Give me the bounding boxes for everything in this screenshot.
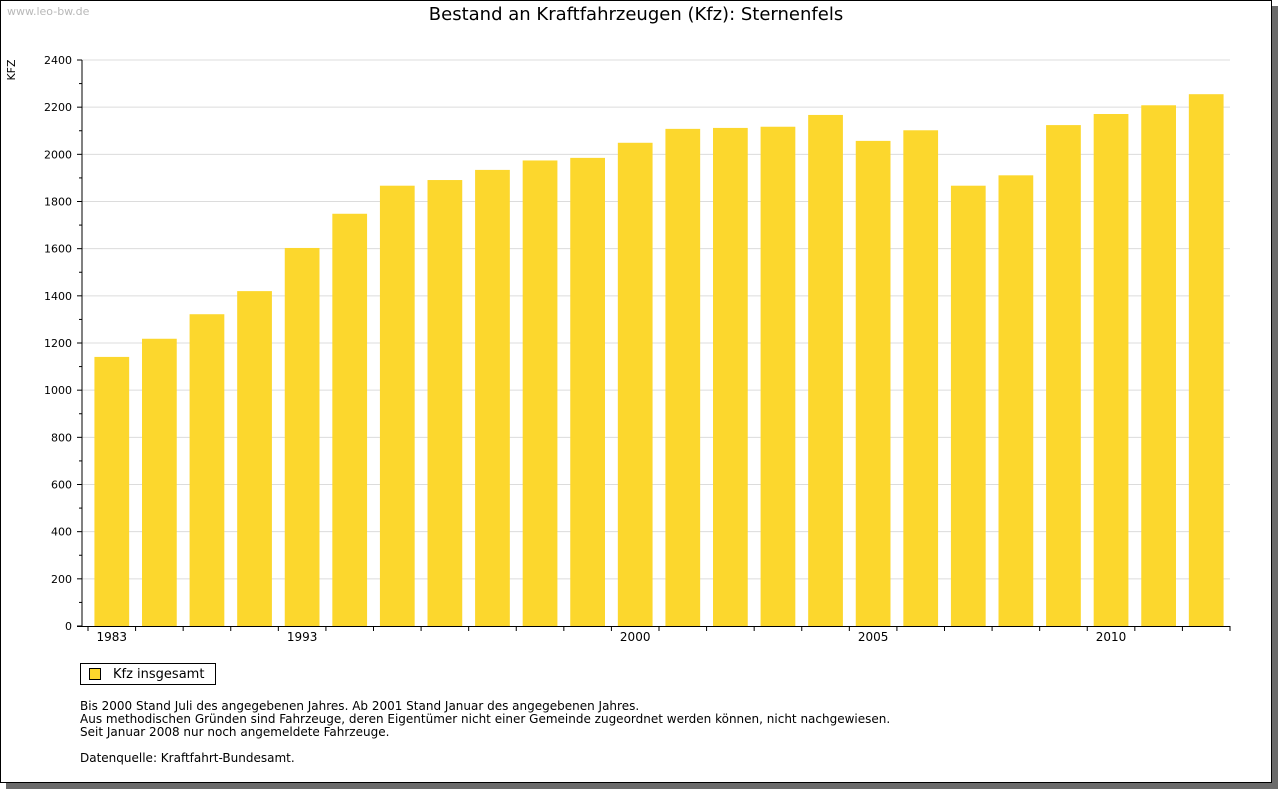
bar (1141, 105, 1176, 626)
data-source: Datenquelle: Kraftfahrt-Bundesamt. (80, 751, 295, 765)
y-tick-label: 2200 (44, 101, 72, 114)
bar (665, 128, 701, 626)
frame-shadow-bottom (6, 783, 1278, 789)
bar (1188, 94, 1224, 627)
bar (950, 185, 986, 627)
bar (570, 157, 605, 626)
chart-notes: Bis 2000 Stand Juli des angegebenen Jahr… (80, 700, 890, 765)
note-line-1: Bis 2000 Stand Juli des angegebenen Jahr… (80, 699, 640, 713)
y-tick-label: 2400 (44, 54, 72, 67)
y-tick-label: 200 (51, 573, 72, 586)
y-tick-label: 2000 (44, 148, 72, 161)
bar (808, 114, 843, 627)
bar (189, 314, 225, 626)
y-tick-label: 600 (51, 479, 72, 492)
y-tick-label: 0 (65, 620, 72, 633)
bar (855, 140, 891, 626)
bar (713, 127, 748, 627)
bar (427, 180, 463, 626)
bar (903, 130, 939, 627)
legend: Kfz insgesamt (80, 663, 216, 685)
bar (379, 185, 415, 627)
frame-shadow-right (1272, 6, 1278, 789)
note-line-3: Seit Januar 2008 nur noch angemeldete Fa… (80, 725, 390, 739)
legend-label: Kfz insgesamt (113, 666, 205, 682)
chart-title: Bestand an Kraftfahrzeugen (Kfz): Sterne… (428, 4, 844, 25)
legend-swatch (89, 668, 101, 680)
y-tick-label: 1800 (44, 196, 72, 209)
bar (998, 175, 1034, 626)
bar (1093, 114, 1129, 627)
bar (617, 142, 653, 626)
bar (475, 169, 510, 627)
bar (522, 160, 558, 626)
x-tick-label: 1993 (287, 630, 318, 644)
bar (332, 213, 368, 626)
bar (94, 356, 130, 626)
y-axis-label: KFZ (5, 59, 18, 81)
bar (142, 338, 177, 626)
x-tick-label: 2000 (620, 630, 651, 644)
y-tick-label: 400 (51, 526, 72, 539)
watermark: www.leo-bw.de (7, 5, 90, 18)
note-line-2: Aus methodischen Gründen sind Fahrzeuge,… (80, 712, 891, 726)
y-tick-label: 1600 (44, 243, 72, 256)
bar-chart: 0 200 400 600 800 1000 1200 1400 1600 1800 2000 220… (5, 54, 1231, 644)
bar (237, 291, 272, 626)
x-tick-label: 2010 (1096, 630, 1127, 644)
x-tick-label: 1983 (97, 630, 128, 644)
y-tick-label: 1200 (44, 337, 72, 350)
bar (1046, 125, 1081, 626)
y-tick-label: 1400 (44, 290, 72, 303)
bar (760, 126, 796, 626)
bar (284, 247, 320, 626)
y-tick-label: 1000 (44, 384, 72, 397)
x-tick-label: 2005 (858, 630, 889, 644)
y-tick-label: 800 (51, 431, 72, 444)
